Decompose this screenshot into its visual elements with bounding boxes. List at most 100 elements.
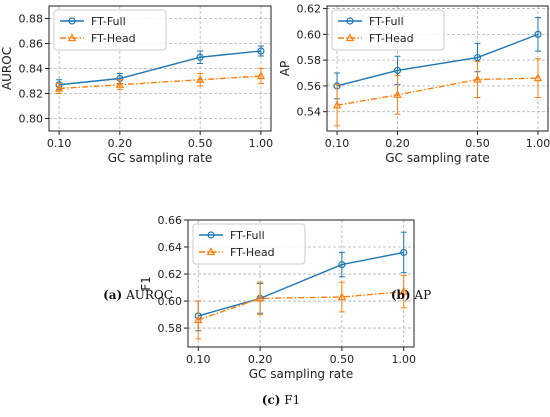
legend: FT-Full FT-Head xyxy=(331,9,445,51)
legend-label: FT-Full xyxy=(230,229,265,242)
series-ft-head xyxy=(54,68,266,94)
y-tick-label: 0.62 xyxy=(297,3,322,16)
legend-box xyxy=(192,223,306,265)
y-tick-label: 0.66 xyxy=(158,214,183,227)
legend-item: FT-Head xyxy=(338,32,414,45)
data-point xyxy=(54,83,64,92)
legend-item: FT-Full xyxy=(338,15,404,28)
data-point xyxy=(534,30,542,38)
caption-c: (c) F1 xyxy=(262,393,300,407)
x-tick-label: 0.10 xyxy=(325,137,350,150)
data-point xyxy=(115,79,125,88)
data-point xyxy=(399,286,408,295)
x-tick-label: 0.50 xyxy=(465,137,490,150)
x-tick-label: 1.00 xyxy=(391,353,416,366)
legend-box xyxy=(53,9,167,51)
legend-box xyxy=(331,9,445,51)
data-point xyxy=(473,74,482,83)
caption-b-label: (b) xyxy=(390,288,411,302)
series-line xyxy=(198,251,404,317)
x-tick-label: 1.00 xyxy=(526,137,550,150)
caption-a: (a) AUROC xyxy=(103,288,173,302)
x-axis-label: GC sampling rate xyxy=(385,151,489,165)
y-tick-label: 0.80 xyxy=(19,113,44,126)
legend-item: FT-Full xyxy=(60,15,126,28)
y-axis-label: AP xyxy=(278,61,292,76)
legend-label: FT-Head xyxy=(91,32,136,45)
legend-item: FT-Head xyxy=(199,246,275,259)
series-line xyxy=(59,50,261,86)
x-tick-label: 0.20 xyxy=(385,137,410,150)
legend-marker xyxy=(345,33,355,42)
data-point xyxy=(194,315,203,324)
x-tick-label: 0.20 xyxy=(248,353,273,366)
y-tick-label: 0.60 xyxy=(297,28,322,41)
legend-label: FT-Full xyxy=(91,15,126,28)
x-tick-label: 1.00 xyxy=(249,137,274,150)
legend-marker xyxy=(207,231,215,239)
data-point xyxy=(255,293,265,302)
legend: FT-Full FT-Head xyxy=(192,223,306,265)
data-point xyxy=(256,71,266,80)
data-point xyxy=(337,292,347,301)
y-tick-label: 0.62 xyxy=(158,268,183,281)
data-point xyxy=(257,47,265,55)
data-point xyxy=(195,74,205,83)
y-tick-label: 0.84 xyxy=(19,63,44,76)
y-tick-label: 0.58 xyxy=(158,322,183,335)
caption-a-label: (a) xyxy=(103,288,123,302)
caption-c-text: F1 xyxy=(284,393,301,407)
caption-b: (b) AP xyxy=(391,288,431,302)
legend-marker xyxy=(346,17,354,25)
caption-a-text: AUROC xyxy=(126,288,173,302)
data-point xyxy=(196,53,204,61)
x-axis-label: GC sampling rate xyxy=(249,367,353,381)
y-tick-label: 0.58 xyxy=(297,54,322,67)
y-axis-label: AUROC xyxy=(0,47,14,90)
axes-frame xyxy=(187,219,415,348)
legend-marker xyxy=(206,247,216,256)
chart-ap: 0.54 0.56 0.58 0.60 0.62 0.10 0.20 0.50 1.00 GC s… xyxy=(278,3,550,165)
x-tick-label: 0.10 xyxy=(47,137,72,150)
legend: FT-Full FT-Head xyxy=(53,9,167,51)
series-line xyxy=(59,75,261,90)
legend-item: FT-Full xyxy=(199,229,265,242)
series-line xyxy=(198,290,404,321)
y-tick-label: 0.56 xyxy=(297,80,322,93)
y-axis-label: F1 xyxy=(139,276,153,291)
series-line xyxy=(336,77,538,106)
y-tick-label: 0.82 xyxy=(19,88,44,101)
legend-label: FT-Head xyxy=(369,32,414,45)
data-point xyxy=(533,73,543,82)
legend-label: FT-Head xyxy=(230,246,275,259)
series-line xyxy=(336,33,539,87)
data-point xyxy=(400,248,408,257)
data-point xyxy=(393,90,402,99)
y-tick-label: 0.86 xyxy=(19,38,44,51)
legend-label: FT-Full xyxy=(369,15,404,28)
x-tick-label: 0.20 xyxy=(108,137,133,150)
y-tick-label: 0.60 xyxy=(158,295,183,308)
data-point xyxy=(393,66,402,75)
x-tick-label: 0.50 xyxy=(330,353,355,366)
y-tick-label: 0.88 xyxy=(19,13,44,26)
x-axis-label: GC sampling rate xyxy=(108,151,212,165)
legend-marker xyxy=(67,33,77,42)
y-tick-label: 0.54 xyxy=(297,106,322,119)
series-ft-head xyxy=(332,58,543,127)
y-tick-label: 0.64 xyxy=(158,241,183,254)
x-tick-label: 0.50 xyxy=(188,137,213,150)
chart-auroc: 0.80 0.82 0.84 0.86 0.88 0.10 0.20 0.50 1.00 GC s… xyxy=(0,5,274,165)
data-point xyxy=(473,53,482,62)
legend-item: FT-Head xyxy=(60,32,136,45)
series-ft-head xyxy=(194,274,408,340)
x-tick-label: 0.10 xyxy=(186,353,211,366)
caption-b-text: AP xyxy=(414,288,432,302)
axes-frame xyxy=(326,5,549,132)
legend-marker xyxy=(68,17,76,25)
data-point xyxy=(332,100,342,109)
chart-f1: 0.58 0.60 0.62 0.64 0.66 0.10 0.20 0.50 1.00 GC s… xyxy=(139,214,416,381)
caption-c-label: (c) xyxy=(261,393,281,407)
